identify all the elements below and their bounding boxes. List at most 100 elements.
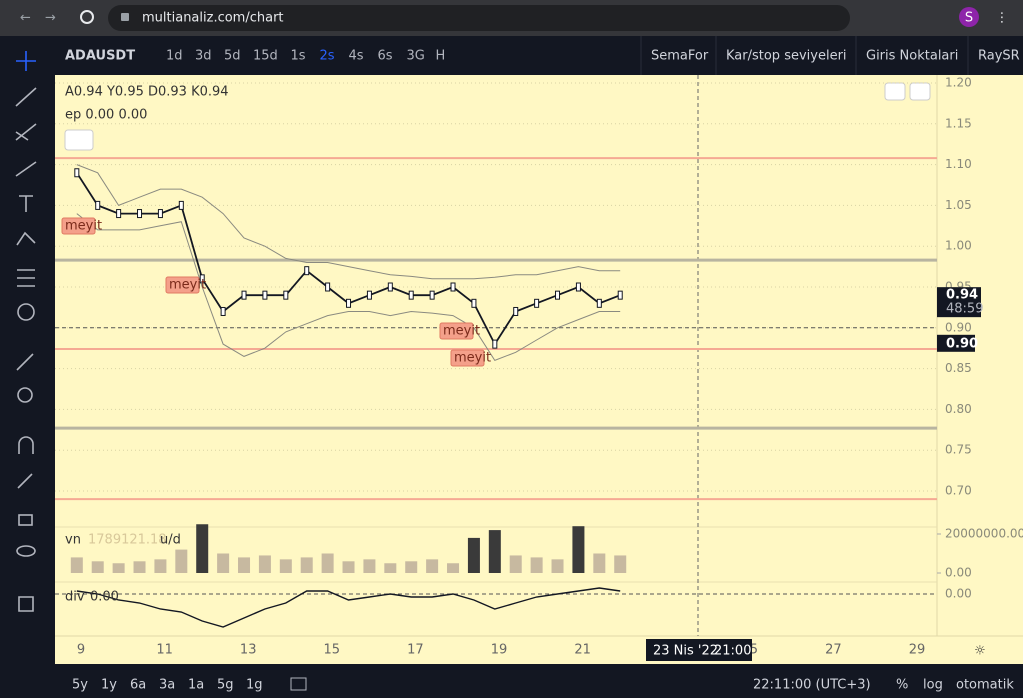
candle	[241, 290, 247, 300]
back-button[interactable]: ←	[20, 11, 31, 26]
volume-bar	[509, 555, 522, 573]
volume-bar	[572, 526, 585, 573]
indicator-tab[interactable]: RaySR	[978, 49, 1020, 64]
interval-button[interactable]: 1s	[291, 49, 306, 64]
scale-option[interactable]: %	[896, 678, 908, 693]
menu-button[interactable]: ⋮	[996, 11, 1009, 26]
crosshair-time: 21:00	[714, 644, 751, 659]
collapse-button[interactable]	[64, 129, 94, 151]
price-tick-label: 1.10	[945, 157, 972, 171]
volume-bar	[593, 553, 606, 573]
indicator-tab[interactable]: SemaFor	[651, 49, 709, 64]
volume-bar	[196, 524, 209, 573]
div-line	[76, 587, 621, 628]
candle	[74, 168, 80, 178]
candle	[534, 298, 540, 308]
annotation: meyit	[443, 324, 480, 339]
candle	[513, 306, 519, 316]
volume-value: 1789121.18	[88, 533, 167, 548]
candle	[95, 200, 101, 210]
div-tick-label: 0.00	[945, 587, 972, 601]
candle	[492, 339, 498, 349]
left-toolbar	[0, 75, 55, 698]
avatar-letter: S	[965, 11, 973, 26]
time-tick-label: 29	[909, 643, 926, 658]
last-price-box	[937, 287, 981, 318]
volume-bar	[91, 561, 104, 573]
interval-button[interactable]: 3d	[195, 49, 212, 64]
interval-button[interactable]: 5d	[224, 49, 241, 64]
interval-button[interactable]: 4s	[349, 49, 364, 64]
candle	[596, 298, 602, 308]
interval-button[interactable]: 3G	[407, 49, 425, 64]
price-tick-label: 1.15	[945, 116, 972, 130]
scale-option[interactable]: otomatik	[956, 678, 1014, 693]
volume-bar	[238, 557, 251, 573]
price-tick-label: 0.70	[945, 484, 972, 498]
volume-bar	[447, 563, 460, 573]
candle	[178, 200, 184, 210]
candle	[429, 290, 435, 300]
annotation-box	[450, 349, 485, 367]
volume-bar	[405, 561, 418, 573]
lock-icon	[121, 13, 129, 21]
candle	[346, 298, 352, 308]
address-bar[interactable]	[108, 5, 850, 31]
annotation: meyit	[169, 278, 206, 293]
symbol[interactable]: ADAUSDT	[65, 49, 135, 64]
candle	[617, 290, 623, 300]
price-tick-label: 1.20	[945, 76, 972, 90]
crosshair-date: 23 Nis '22	[653, 644, 718, 659]
volume-bar	[384, 563, 397, 573]
reset-button[interactable]	[909, 82, 931, 101]
indicator-tab[interactable]: Kar/stop seviyeleri	[726, 49, 847, 64]
range-button[interactable]: 1a	[188, 678, 204, 693]
price-tick-label: 0.80	[945, 402, 972, 416]
range-button[interactable]: 5g	[217, 678, 234, 693]
bollinger-lower	[76, 213, 621, 362]
indicator-tab[interactable]: Giris Noktalari	[866, 49, 958, 64]
tool-icons	[15, 51, 37, 612]
avatar[interactable]	[959, 7, 979, 27]
annotation-box	[165, 276, 200, 294]
range-button[interactable]: 5y	[72, 678, 88, 693]
interval-button[interactable]: 2s	[320, 49, 335, 64]
forward-button[interactable]: →	[45, 11, 56, 26]
time-axis	[55, 636, 1023, 664]
scroll-button[interactable]	[884, 82, 906, 101]
last-price-label: 0.94	[946, 288, 978, 303]
interval-button[interactable]: H	[436, 49, 446, 64]
candle	[220, 306, 226, 316]
candle	[408, 290, 414, 300]
price-tick-label: 1.00	[945, 239, 972, 253]
volume-bar	[467, 537, 480, 573]
candle	[304, 266, 310, 276]
price-tick-label: 0.85	[945, 361, 972, 375]
range-button[interactable]: 3a	[159, 678, 175, 693]
scale-option[interactable]: log	[923, 678, 943, 693]
range-button[interactable]: 6a	[130, 678, 146, 693]
volume-bar	[551, 559, 564, 573]
price-tick-label: 0.90	[945, 320, 972, 334]
volume-bar	[530, 557, 543, 573]
interval-button[interactable]: 1d	[166, 49, 183, 64]
range-button[interactable]: 1y	[101, 678, 117, 693]
reload-button[interactable]	[80, 10, 94, 24]
volume-bar	[363, 559, 376, 573]
candle	[325, 282, 331, 292]
candle	[387, 282, 393, 292]
candle	[555, 290, 561, 300]
range-button[interactable]: 1g	[246, 678, 263, 693]
candle	[116, 209, 122, 219]
settings-icon[interactable]: ☼	[974, 644, 986, 659]
volume-bar	[112, 563, 125, 573]
interval-button[interactable]: 15d	[253, 49, 278, 64]
replay-icon[interactable]	[290, 677, 307, 691]
line-price-box	[937, 334, 975, 352]
volume-label: vn	[65, 533, 81, 548]
interval-button[interactable]: 6s	[378, 49, 393, 64]
line-price-label: 0.90	[946, 336, 978, 351]
